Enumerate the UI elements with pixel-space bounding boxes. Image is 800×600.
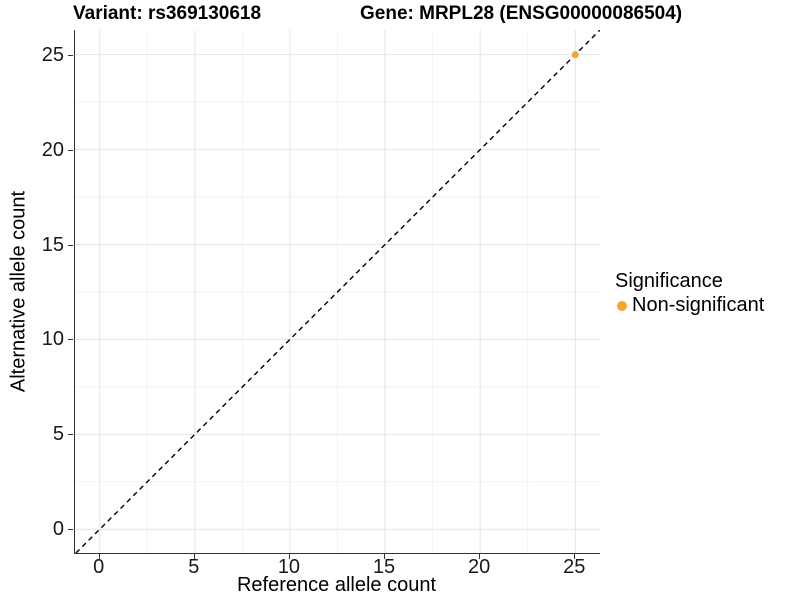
x-axis-tick-mark (193, 554, 195, 559)
x-tick-label: 10 (277, 556, 301, 578)
x-axis-title: Reference allele count (236, 574, 436, 596)
y-tick-label: 20 (41, 138, 64, 161)
legend-item: Non-significant (615, 294, 764, 317)
y-axis-title: Alternative allele count (7, 190, 30, 393)
y-tick-label: 10 (41, 328, 64, 351)
y-axis-tick-mark (68, 244, 73, 246)
y-axis-tick-mark (68, 149, 73, 151)
x-tick-label: 5 (188, 556, 200, 578)
y-axis-tick-mark (68, 54, 73, 56)
x-tick-label: 25 (563, 556, 586, 578)
gene-title: Gene: MRPL28 (ENSG00000086504) (360, 3, 683, 24)
x-tick-label: 0 (93, 556, 105, 578)
legend: Significance Non-significant (615, 270, 764, 317)
variant-title: Variant: rs369130618 (73, 3, 262, 24)
x-tick-label: 20 (468, 556, 491, 578)
x-tick-label: 15 (372, 556, 396, 578)
data-point (571, 51, 579, 59)
legend-item-label: Non-significant (632, 294, 765, 316)
x-axis-tick-mark (384, 554, 386, 559)
plot-panel (74, 30, 600, 554)
panel-canvas (75, 30, 600, 553)
legend-point-icon (617, 300, 627, 311)
y-tick-label: 15 (41, 233, 64, 256)
y-tick-label: 0 (52, 518, 64, 541)
y-axis-tick-mark (68, 529, 73, 531)
identity-dashed-line (75, 30, 600, 553)
x-axis-tick-mark (98, 554, 100, 559)
x-axis-tick-mark (574, 554, 576, 559)
x-axis-tick-mark (479, 554, 481, 559)
x-axis-tick-mark (288, 554, 290, 559)
y-axis-tick-mark (68, 434, 73, 436)
y-axis-tick-mark (68, 339, 73, 341)
y-tick-label: 5 (52, 423, 64, 446)
legend-title: Significance (615, 270, 723, 292)
y-tick-label: 25 (41, 43, 64, 66)
